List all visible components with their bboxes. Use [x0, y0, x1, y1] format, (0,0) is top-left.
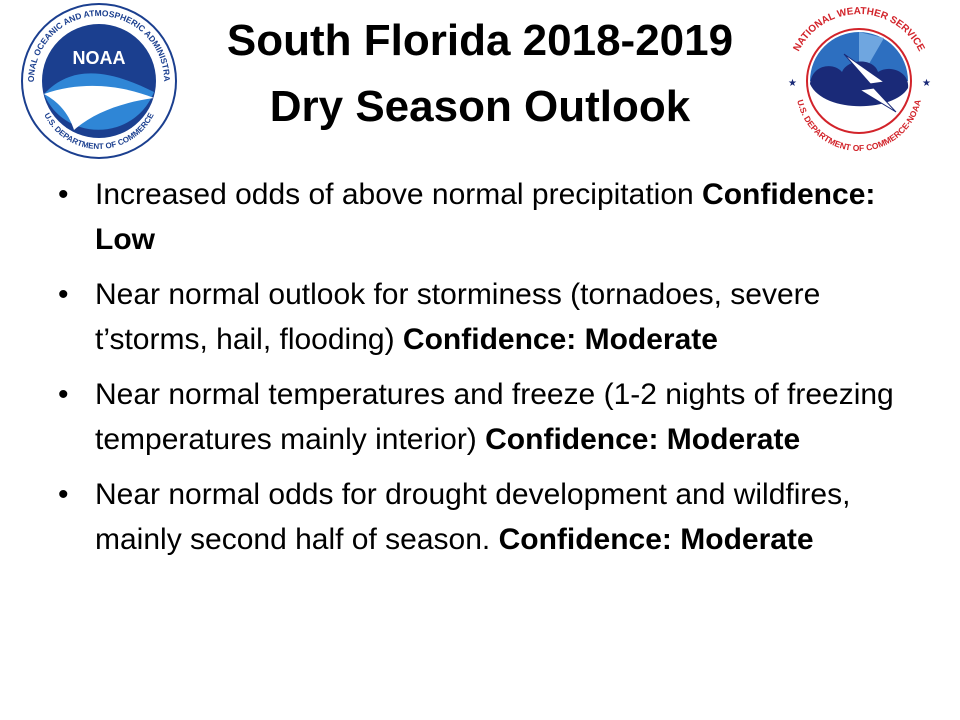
svg-text:★: ★: [922, 78, 931, 89]
confidence-label: Confidence: Moderate: [498, 523, 814, 556]
nws-logo-icon: ★ ★ NATIONAL WEATHER SERVICE U.S. DEPART…: [782, 4, 936, 158]
bullet-dot: •: [58, 378, 69, 411]
bullet-text: Near normal temperatures and freeze (1-2…: [95, 378, 894, 456]
bullet-dot: •: [58, 178, 69, 211]
bullet-item-temperatures: • Near normal temperatures and freeze (1…: [40, 372, 920, 462]
bullet-item-storminess: • Near normal outlook for storminess (to…: [40, 272, 920, 362]
svg-text:★: ★: [788, 78, 797, 89]
noaa-center-text: NOAA: [73, 48, 126, 68]
confidence-label: Confidence: Moderate: [402, 323, 718, 356]
confidence-label: Confidence: Moderate: [485, 423, 801, 456]
title-line-1: South Florida 2018-2019: [226, 16, 734, 65]
bullet-text: Increased odds of above normal precipita…: [95, 178, 703, 211]
bullet-dot: •: [58, 478, 69, 511]
bullet-text: Near normal outlook for storminess (torn…: [95, 278, 821, 356]
confidence-label: Confidence: Low: [95, 178, 876, 256]
bullet-text: Near normal odds for drought development…: [95, 478, 851, 556]
bullet-item-drought: • Near normal odds for drought developme…: [40, 472, 920, 562]
bullet-list: • Increased odds of above normal precipi…: [40, 172, 920, 572]
bullet-dot: •: [58, 278, 69, 311]
noaa-logo-icon: NOAA NATIONAL OCEANIC AND ATMOSPHERIC AD…: [14, 2, 177, 159]
slide-title: South Florida 2018-2019 Dry Season Outlo…: [160, 8, 800, 140]
title-line-2: Dry Season Outlook: [269, 82, 691, 131]
bullet-item-precipitation: • Increased odds of above normal precipi…: [40, 172, 920, 262]
